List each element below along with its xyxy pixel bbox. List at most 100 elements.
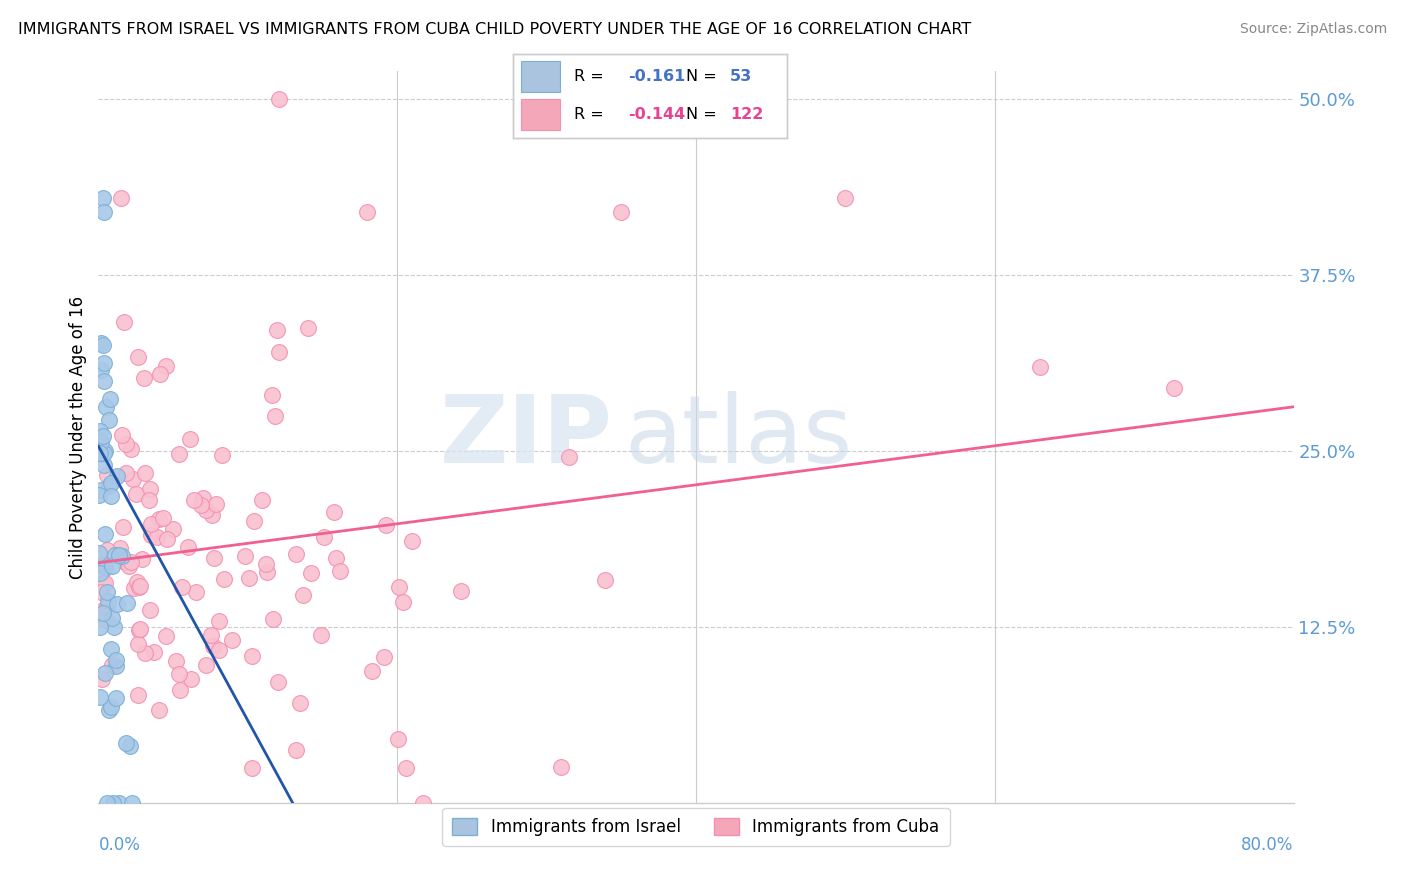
Point: [93, 205, 115, 219]
Point: [195, 657, 218, 672]
Point: [297, 321, 319, 335]
Text: R =: R =: [574, 69, 609, 84]
Point: [96, 468, 118, 483]
Point: [104, 548, 127, 562]
Point: [208, 642, 231, 657]
Text: IMMIGRANTS FROM ISRAEL VS IMMIGRANTS FROM CUBA CHILD POVERTY UNDER THE AGE OF 16: IMMIGRANTS FROM ISRAEL VS IMMIGRANTS FRO…: [18, 22, 972, 37]
Point: [595, 573, 617, 587]
FancyBboxPatch shape: [522, 62, 560, 92]
Point: [128, 623, 150, 637]
Point: [89, 488, 111, 502]
Point: [98, 413, 121, 427]
Point: [100, 611, 122, 625]
Point: [121, 796, 143, 810]
Point: [108, 548, 131, 562]
Point: [96, 796, 118, 810]
Point: [120, 442, 142, 456]
Point: [96, 613, 118, 627]
Point: [103, 619, 125, 633]
Point: [134, 466, 156, 480]
Text: ZIP: ZIP: [440, 391, 613, 483]
Point: [361, 665, 384, 679]
Point: [177, 540, 200, 554]
Point: [112, 519, 135, 533]
Point: [162, 522, 184, 536]
Point: [267, 93, 290, 107]
Point: [91, 558, 114, 573]
Point: [242, 514, 264, 528]
Point: [112, 315, 135, 329]
Point: [124, 581, 146, 595]
Point: [91, 429, 114, 443]
Point: [97, 594, 120, 608]
Text: R =: R =: [574, 107, 609, 122]
Point: [111, 549, 134, 563]
Text: N =: N =: [686, 107, 721, 122]
Point: [90, 435, 112, 450]
Point: [558, 450, 581, 464]
Point: [127, 351, 149, 365]
Point: [375, 517, 398, 532]
Point: [128, 622, 150, 636]
Point: [90, 483, 112, 497]
Point: [120, 555, 142, 569]
Point: [93, 446, 115, 460]
Point: [110, 191, 132, 205]
Point: [91, 191, 114, 205]
Point: [155, 629, 177, 643]
Point: [120, 739, 142, 754]
Point: [94, 526, 117, 541]
Point: [96, 599, 118, 614]
Point: [94, 444, 117, 458]
Point: [124, 487, 146, 501]
Point: [373, 650, 395, 665]
Point: [191, 491, 214, 506]
Point: [180, 672, 202, 686]
Point: [138, 492, 160, 507]
Point: [256, 566, 278, 580]
Point: [291, 588, 314, 602]
Point: [311, 628, 333, 642]
Point: [96, 400, 118, 414]
Point: [100, 641, 122, 656]
Point: [242, 762, 264, 776]
Point: [127, 637, 149, 651]
Point: [195, 503, 218, 517]
Point: [329, 564, 352, 578]
Point: [108, 796, 131, 810]
Point: [127, 688, 149, 702]
Point: [115, 596, 138, 610]
Point: [128, 579, 150, 593]
Point: [208, 614, 231, 628]
Point: [299, 566, 322, 580]
Point: [240, 649, 263, 664]
Point: [172, 580, 194, 594]
Point: [93, 561, 115, 575]
Point: [100, 489, 122, 503]
Point: [96, 543, 118, 558]
Point: [155, 359, 177, 373]
Point: [235, 549, 257, 564]
Point: [89, 690, 111, 704]
Point: [204, 497, 226, 511]
Point: [325, 550, 347, 565]
Legend: Immigrants from Israel, Immigrants from Cuba: Immigrants from Israel, Immigrants from …: [443, 807, 949, 846]
Point: [134, 371, 156, 385]
Point: [90, 363, 112, 377]
Point: [98, 479, 121, 493]
Point: [183, 492, 205, 507]
Text: 80.0%: 80.0%: [1241, 836, 1294, 854]
Point: [412, 796, 434, 810]
Point: [156, 532, 179, 546]
Point: [91, 672, 114, 686]
Point: [139, 603, 162, 617]
Text: Source: ZipAtlas.com: Source: ZipAtlas.com: [1240, 22, 1388, 37]
Point: [450, 584, 472, 599]
Point: [266, 675, 288, 690]
Point: [100, 700, 122, 714]
Point: [98, 703, 121, 717]
Point: [104, 659, 127, 673]
Point: [263, 409, 285, 423]
Text: -0.161: -0.161: [628, 69, 686, 84]
Point: [114, 466, 136, 480]
